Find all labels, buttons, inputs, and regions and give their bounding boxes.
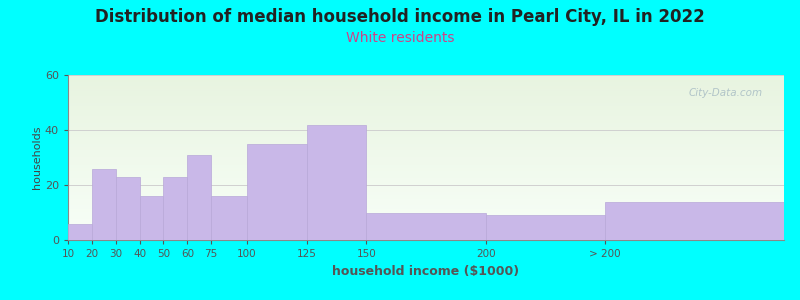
Bar: [92, 169, 116, 240]
Bar: [486, 215, 605, 240]
Bar: [366, 212, 486, 240]
Text: City-Data.com: City-Data.com: [688, 88, 762, 98]
Text: Distribution of median household income in Pearl City, IL in 2022: Distribution of median household income …: [95, 8, 705, 26]
X-axis label: household income ($1000): household income ($1000): [333, 265, 519, 278]
Text: White residents: White residents: [346, 32, 454, 46]
Bar: [116, 177, 139, 240]
Y-axis label: households: households: [32, 126, 42, 189]
Bar: [605, 202, 784, 240]
Bar: [187, 155, 211, 240]
Bar: [306, 124, 366, 240]
Bar: [163, 177, 187, 240]
Bar: [247, 144, 306, 240]
Bar: [139, 196, 163, 240]
Bar: [68, 224, 92, 240]
Bar: [211, 196, 247, 240]
